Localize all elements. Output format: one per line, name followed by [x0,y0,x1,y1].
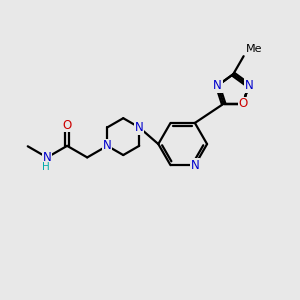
Text: N: N [43,151,51,164]
Text: N: N [213,79,222,92]
Text: N: N [103,139,112,152]
Text: N: N [244,79,253,92]
Text: O: O [238,97,248,110]
Text: Me: Me [246,44,262,54]
Text: H: H [42,162,50,172]
Text: O: O [62,118,72,131]
Text: N: N [190,159,199,172]
Text: N: N [135,121,144,134]
